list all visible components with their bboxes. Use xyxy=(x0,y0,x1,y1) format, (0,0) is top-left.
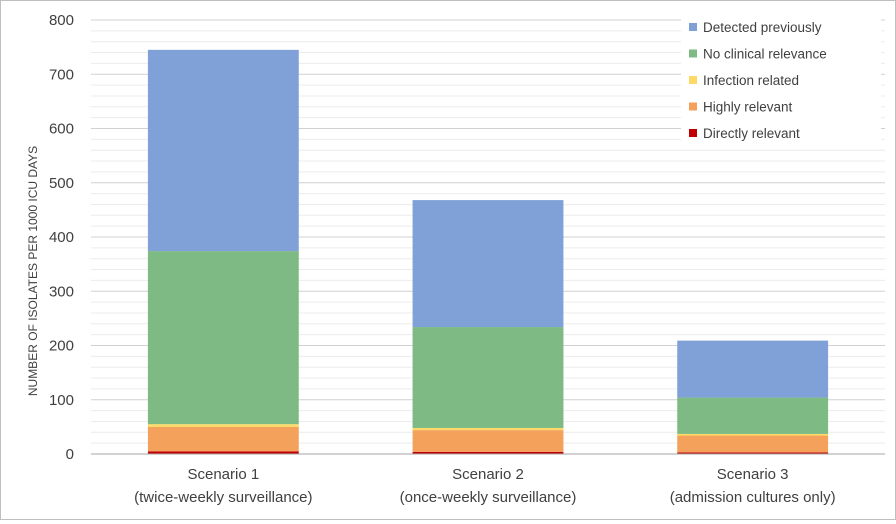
bar-segment-infection-related xyxy=(412,427,564,431)
legend-swatch xyxy=(689,49,697,58)
x-category-label: (once-weekly surveillance) xyxy=(400,489,577,506)
y-tick-label: 0 xyxy=(66,446,74,463)
bar-segment-directly-relevant xyxy=(147,451,299,454)
legend-label: Infection related xyxy=(703,73,799,88)
bar-segment-infection-related xyxy=(147,424,299,427)
bar-segment-detected-previously xyxy=(677,340,829,398)
y-tick-label: 200 xyxy=(49,338,74,355)
x-category-label: (admission cultures only) xyxy=(670,489,836,506)
y-tick-label: 800 xyxy=(49,12,74,29)
legend-swatch xyxy=(689,23,697,31)
y-tick-label: 600 xyxy=(49,121,74,138)
x-category-label: Scenario 2 xyxy=(452,466,524,483)
bar-segment-highly-relevant xyxy=(147,426,299,452)
bars xyxy=(147,49,829,454)
bar-segment-no-clinical-relevance xyxy=(147,251,299,425)
y-axis-tick-labels: 0 100 200 300 400 500 600 700 800 xyxy=(49,12,74,463)
legend-swatch xyxy=(689,129,697,137)
bar-segment-highly-relevant xyxy=(677,435,829,453)
y-tick-label: 500 xyxy=(49,175,74,192)
bar-segment-detected-previously xyxy=(412,200,564,328)
bar-segment-no-clinical-relevance xyxy=(412,327,564,428)
y-tick-label: 100 xyxy=(49,392,74,409)
legend-label: Directly relevant xyxy=(703,126,800,141)
legend-label: Detected previously xyxy=(703,20,822,35)
bar-segment-highly-relevant xyxy=(412,430,564,452)
legend-label: Highly relevant xyxy=(703,100,793,115)
bar-segment-infection-related xyxy=(677,433,829,436)
legend-swatch xyxy=(689,76,697,84)
bar-segment-directly-relevant xyxy=(412,451,564,454)
x-axis-category-labels: Scenario 1 (twice-weekly surveillance) Sce… xyxy=(134,466,835,506)
y-tick-label: 400 xyxy=(49,229,74,246)
y-tick-label: 700 xyxy=(49,66,74,83)
legend: Detected previously No clinical relevance… xyxy=(681,9,881,149)
legend-background xyxy=(681,9,881,149)
x-category-label: Scenario 3 xyxy=(717,466,789,483)
y-axis-label: NUMBER OF ISOLATES PER 1000 ICU DAYS xyxy=(26,146,40,396)
x-category-label: Scenario 1 xyxy=(187,466,259,483)
bar-segment-no-clinical-relevance xyxy=(677,397,829,434)
legend-label: No clinical relevance xyxy=(703,47,827,62)
x-category-label: (twice-weekly surveillance) xyxy=(134,489,312,506)
bar-segment-detected-previously xyxy=(147,49,299,252)
y-tick-label: 300 xyxy=(49,283,74,300)
legend-swatch xyxy=(689,102,697,111)
bar-segment-directly-relevant xyxy=(677,452,829,454)
